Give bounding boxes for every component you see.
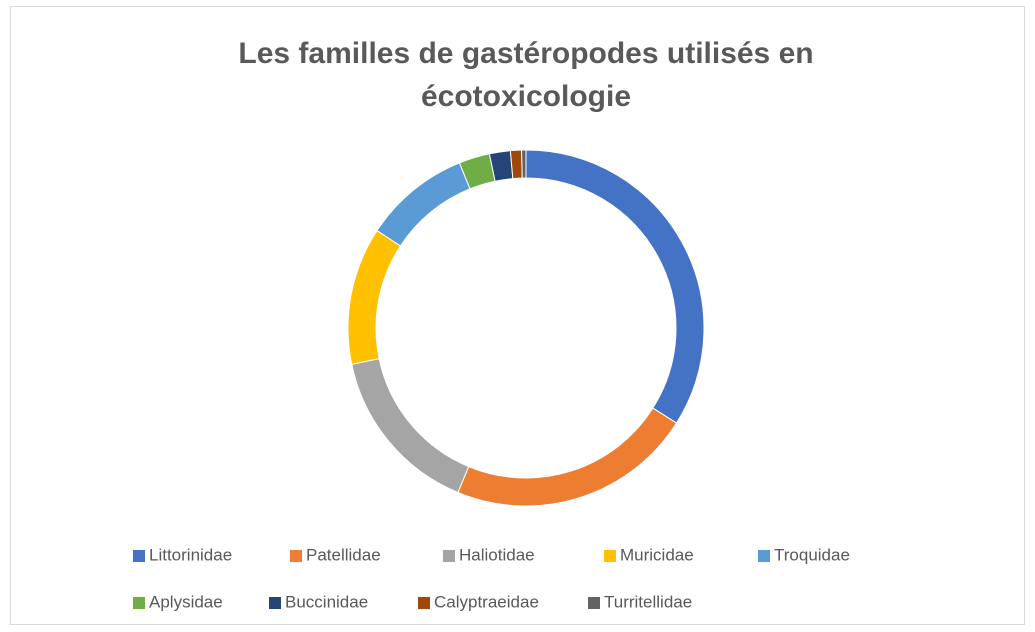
donut-slice	[509, 149, 523, 180]
donut-slice	[521, 149, 527, 179]
legend-label: Troquidae	[774, 545, 850, 564]
legend-swatch	[604, 550, 616, 562]
legend-label: Muricidae	[620, 545, 694, 564]
legend-swatch	[588, 597, 600, 609]
legend-swatch	[418, 597, 430, 609]
legend-swatch	[443, 550, 455, 562]
legend-label: Littorinidae	[149, 545, 232, 564]
legend-swatch	[758, 550, 770, 562]
chart-title: écotoxicologie	[421, 80, 631, 113]
legend-swatch	[269, 597, 281, 609]
legend-label: Turritellidae	[604, 592, 692, 611]
legend-label: Calyptraeidae	[434, 592, 539, 611]
legend-swatch	[133, 550, 145, 562]
legend-swatch	[133, 597, 145, 609]
legend-label: Patellidae	[306, 545, 381, 564]
chart-border	[10, 6, 1025, 625]
legend-label: Haliotidae	[459, 545, 535, 564]
legend-label: Aplysidae	[149, 592, 223, 611]
chart-title: Les familles de gastéropodes utilisés en	[238, 37, 813, 70]
legend-swatch	[290, 550, 302, 562]
legend-label: Buccinidae	[285, 592, 368, 611]
